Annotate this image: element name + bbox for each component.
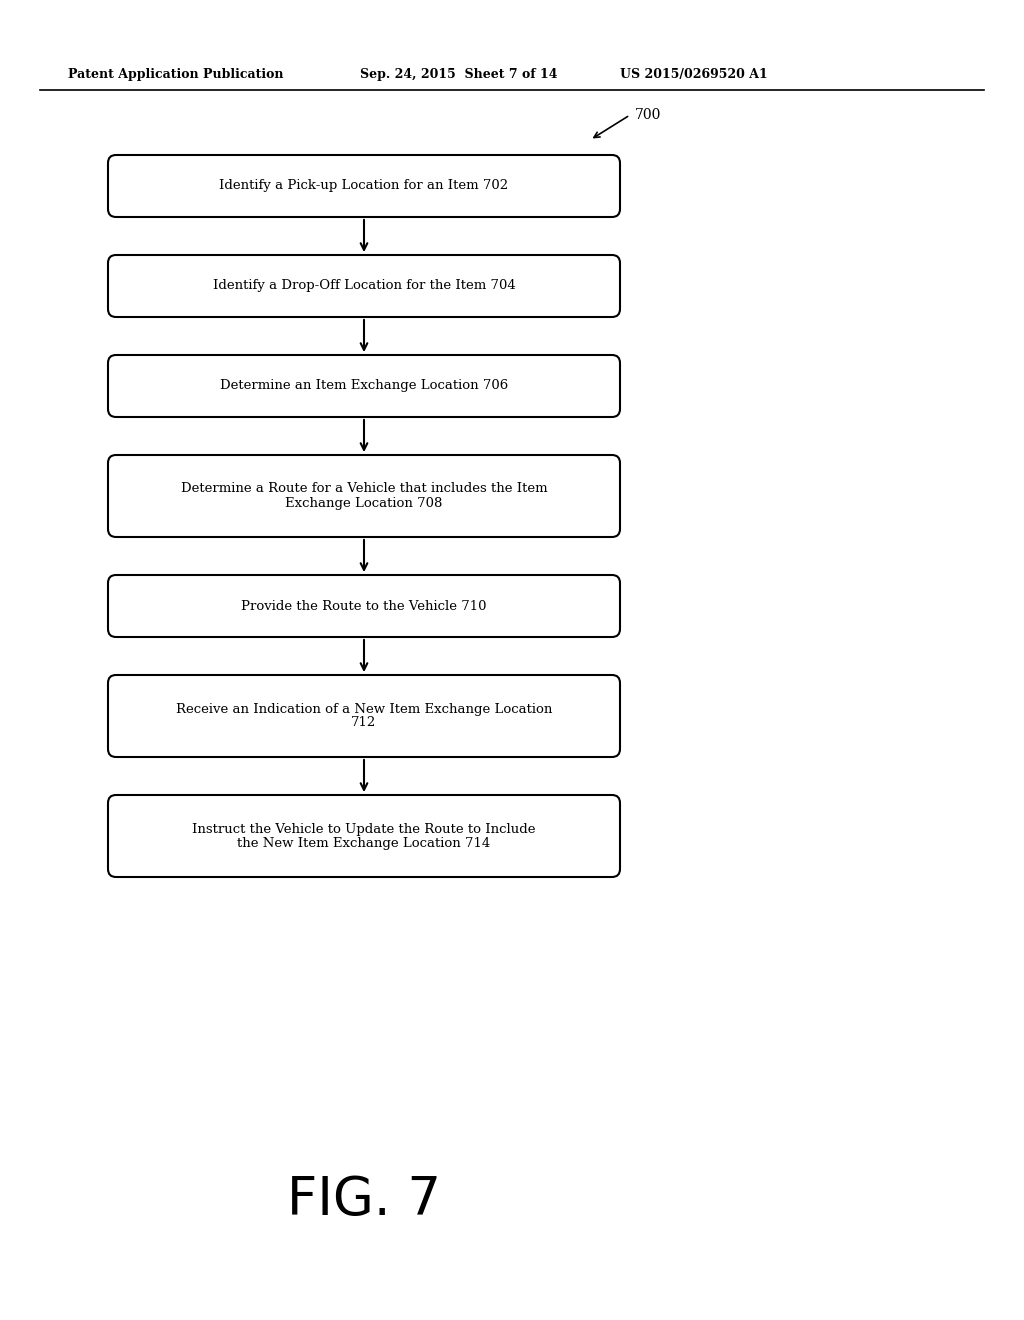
FancyBboxPatch shape — [108, 355, 620, 417]
Text: 700: 700 — [635, 108, 662, 121]
Text: Determine an Item Exchange Location 706: Determine an Item Exchange Location 706 — [220, 380, 508, 392]
Text: Instruct the Vehicle to Update the Route to Include: Instruct the Vehicle to Update the Route… — [193, 822, 536, 836]
FancyBboxPatch shape — [108, 795, 620, 876]
FancyBboxPatch shape — [108, 675, 620, 756]
FancyBboxPatch shape — [108, 455, 620, 537]
Text: Patent Application Publication: Patent Application Publication — [68, 69, 284, 81]
Text: FIG. 7: FIG. 7 — [287, 1173, 441, 1226]
Text: Sep. 24, 2015  Sheet 7 of 14: Sep. 24, 2015 Sheet 7 of 14 — [360, 69, 557, 81]
Text: US 2015/0269520 A1: US 2015/0269520 A1 — [620, 69, 768, 81]
FancyBboxPatch shape — [108, 154, 620, 216]
Text: Determine a Route for a Vehicle that includes the Item: Determine a Route for a Vehicle that inc… — [180, 483, 547, 495]
FancyBboxPatch shape — [108, 576, 620, 638]
Text: the New Item Exchange Location 714: the New Item Exchange Location 714 — [238, 837, 490, 850]
Text: Identify a Pick-up Location for an Item 702: Identify a Pick-up Location for an Item … — [219, 180, 509, 193]
Text: Identify a Drop-Off Location for the Item 704: Identify a Drop-Off Location for the Ite… — [213, 280, 515, 293]
Text: Exchange Location 708: Exchange Location 708 — [286, 496, 442, 510]
Text: 712: 712 — [351, 717, 377, 730]
Text: Provide the Route to the Vehicle 710: Provide the Route to the Vehicle 710 — [242, 599, 486, 612]
Text: Receive an Indication of a New Item Exchange Location: Receive an Indication of a New Item Exch… — [176, 702, 552, 715]
FancyBboxPatch shape — [108, 255, 620, 317]
